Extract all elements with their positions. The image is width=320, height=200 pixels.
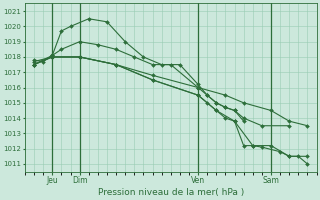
- X-axis label: Pression niveau de la mer( hPa ): Pression niveau de la mer( hPa ): [98, 188, 244, 197]
